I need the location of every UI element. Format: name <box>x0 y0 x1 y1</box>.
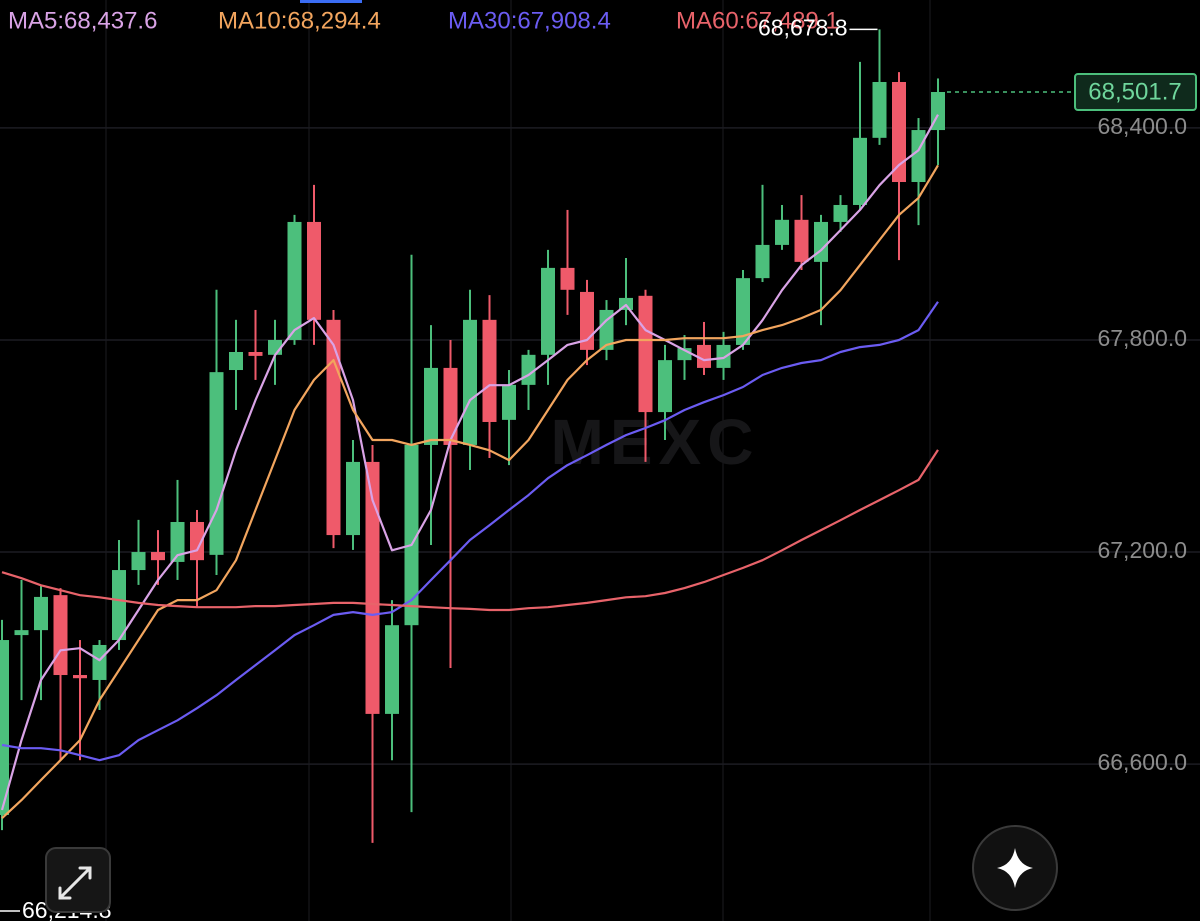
candle-body <box>424 367 438 445</box>
candle-body <box>73 675 87 679</box>
legend-entry: MA5:68,437.6 <box>8 7 157 34</box>
candle-body <box>697 344 711 368</box>
candle-body <box>716 344 731 368</box>
candle-body <box>287 221 302 340</box>
expand-icon <box>58 886 72 900</box>
legend-entry: MA30:67,908.4 <box>448 7 611 34</box>
sparkle-icon <box>997 848 1033 888</box>
candle-body <box>482 319 497 422</box>
candle-body <box>307 221 321 320</box>
legend-entry: MA60:67,489.1 <box>676 7 839 34</box>
candle-body <box>502 384 516 420</box>
line-layer <box>0 114 939 820</box>
candle-body <box>892 81 906 183</box>
price-tag: 68,501.7 <box>1088 78 1181 105</box>
candle-body <box>248 352 263 356</box>
candle-body <box>443 367 458 445</box>
candle-body <box>541 267 555 355</box>
ma-line <box>1 301 939 762</box>
high-label: 68,678.8 <box>758 14 848 40</box>
candle-body <box>521 354 536 385</box>
candle-body <box>365 461 380 714</box>
candle-body <box>736 278 750 345</box>
candle-body <box>53 595 68 676</box>
candle-body <box>814 221 828 262</box>
candle-body <box>131 552 146 571</box>
candle-body <box>346 461 360 536</box>
vertical-grid <box>105 0 931 921</box>
candle-body <box>112 570 126 641</box>
expand-button[interactable] <box>45 847 111 913</box>
candle-body <box>229 352 243 371</box>
candle-body <box>755 244 770 279</box>
candle-body <box>0 640 9 815</box>
candle-body <box>599 309 614 350</box>
candle-body <box>853 137 867 205</box>
candle-body <box>34 596 48 631</box>
price-tag-bg <box>1074 72 1197 111</box>
ma-line <box>1 164 939 820</box>
candle-body <box>775 219 789 245</box>
candle-body <box>170 521 185 562</box>
ma-line <box>1 449 939 612</box>
candle-body <box>209 372 224 555</box>
candle-body <box>92 644 107 680</box>
candle-body <box>326 319 341 536</box>
candle-body <box>404 444 419 626</box>
candle-body <box>560 267 575 290</box>
candle-body <box>638 295 653 413</box>
candle-body <box>658 360 672 413</box>
watermark: MEXC <box>551 406 760 478</box>
y-tick-label: 66,600.0 <box>1097 749 1187 775</box>
candle-body <box>463 319 477 445</box>
ma-line <box>0 114 939 811</box>
candle-body <box>14 630 29 636</box>
tab-indicator <box>300 0 362 3</box>
y-tick-label: 67,800.0 <box>1097 325 1187 351</box>
candle-body <box>911 130 926 183</box>
candle-body <box>833 204 848 222</box>
candle-body <box>794 219 809 262</box>
candle-body <box>385 625 399 714</box>
candle-body <box>151 552 165 561</box>
candle-body <box>872 81 887 138</box>
expand-icon <box>58 866 92 900</box>
y-tick-label: 68,400.0 <box>1097 113 1187 139</box>
legend-entry: MA10:68,294.4 <box>218 7 381 34</box>
ai-button[interactable] <box>972 825 1058 911</box>
y-tick-label: 67,200.0 <box>1097 537 1187 563</box>
